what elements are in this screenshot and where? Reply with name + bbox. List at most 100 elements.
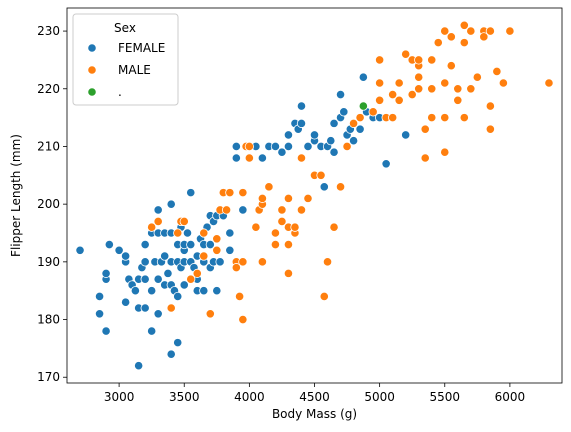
data-point-2-75	[440, 78, 450, 88]
x-tick-label: 4000	[234, 390, 265, 404]
data-point-2-12	[212, 245, 222, 255]
data-point-2-96	[459, 20, 469, 30]
legend-marker-2	[87, 65, 97, 75]
data-point-2-1	[147, 222, 157, 232]
data-point-2-6	[179, 216, 189, 227]
data-point-2-81	[459, 38, 469, 48]
data-point-2-21	[238, 314, 248, 325]
legend-entries: FEMALE MALE.	[87, 41, 165, 99]
data-point-1-1	[75, 245, 85, 255]
data-point-2-77	[446, 32, 456, 42]
data-point-2-22	[238, 257, 248, 267]
y-tick-label: 170	[37, 370, 60, 384]
data-point-1-24	[147, 326, 157, 336]
data-point-2-90	[498, 78, 508, 88]
data-point-1-92	[309, 130, 320, 140]
data-point-2-97	[394, 95, 404, 105]
x-axis-ticks: 3000 3500 4000 4500 5000 5500 6000	[104, 383, 525, 404]
data-point-1-20	[140, 257, 150, 267]
data-point-1-11	[121, 297, 131, 307]
data-point-1-96	[326, 136, 336, 146]
data-point-2-48	[329, 222, 339, 232]
data-point-2-69	[427, 113, 437, 123]
legend: Sex FEMALE MALE.	[72, 13, 179, 106]
data-point-2-93	[485, 26, 495, 36]
data-point-2-99	[238, 188, 248, 198]
data-point-2-25	[244, 141, 254, 152]
data-point-1-71	[212, 286, 222, 296]
data-point-2-58	[388, 113, 398, 123]
data-point-2-49	[335, 182, 346, 192]
data-point-2-67	[420, 153, 430, 163]
data-point-2-55	[375, 95, 385, 105]
data-point-2-88	[485, 101, 495, 111]
legend-marker-1	[87, 43, 97, 53]
legend-label-3: .	[118, 85, 122, 99]
data-point-1-80	[257, 153, 267, 163]
data-point-2-16	[221, 205, 232, 215]
data-point-1-89	[296, 101, 307, 111]
data-point-1-105	[355, 124, 365, 134]
data-point-2-8	[192, 268, 202, 278]
y-tick-label: 190	[37, 255, 60, 269]
data-point-1-78	[238, 205, 248, 215]
data-point-2-71	[427, 55, 437, 65]
x-tick-label: 4500	[299, 390, 330, 404]
data-point-1-82	[270, 141, 281, 152]
data-point-1-6	[101, 268, 111, 278]
data-point-2-31	[270, 228, 281, 238]
data-point-2-92	[544, 78, 554, 88]
data-point-2-72	[433, 38, 443, 48]
data-point-1-77	[231, 141, 241, 152]
y-tick-label: 220	[37, 82, 60, 96]
data-point-1-88	[296, 118, 307, 128]
x-tick-label: 5000	[364, 390, 395, 404]
data-point-1-67	[205, 239, 215, 250]
data-point-2-70	[427, 84, 437, 94]
data-point-2-84	[472, 72, 482, 82]
data-point-2-9	[199, 228, 209, 238]
data-point-2-47	[322, 257, 333, 267]
data-point-2-51	[342, 141, 352, 152]
data-point-2-50	[257, 257, 267, 267]
data-point-2-64	[414, 84, 424, 94]
data-point-1-52	[182, 228, 193, 238]
data-point-2-53	[355, 113, 365, 123]
data-point-2-78	[453, 95, 463, 105]
data-point-1-75	[225, 228, 235, 238]
data-point-1-10	[121, 251, 131, 261]
data-point-2-56	[375, 78, 385, 88]
data-point-2-94	[414, 55, 424, 65]
data-point-1-43	[173, 291, 183, 302]
data-point-2-62	[407, 89, 417, 100]
data-point-1-36	[166, 199, 176, 209]
data-point-2-82	[466, 26, 476, 36]
data-point-1-62	[199, 286, 209, 296]
data-point-1-85	[283, 141, 294, 152]
data-point-2-87	[485, 124, 495, 134]
data-point-2-36	[283, 239, 294, 250]
data-point-2-29	[257, 193, 267, 203]
data-point-2-60	[394, 78, 404, 88]
data-point-2-20	[235, 291, 245, 302]
data-point-1-74	[225, 245, 235, 255]
legend-label-2: MALE	[118, 63, 151, 77]
data-point-1-98	[329, 147, 339, 157]
data-point-1-35	[163, 268, 173, 278]
data-point-1-90	[303, 141, 313, 152]
data-point-1-19	[140, 303, 150, 313]
data-point-2-3	[166, 303, 176, 313]
legend-title: Sex	[114, 21, 136, 35]
x-axis-label: Body Mass (g)	[272, 407, 357, 421]
data-point-1-7	[104, 239, 114, 250]
y-axis-label: Flipper Length (mm)	[9, 134, 23, 257]
data-point-1-100	[339, 107, 349, 117]
data-point-2-83	[466, 84, 476, 94]
data-point-1-112	[401, 130, 411, 140]
data-point-1-4	[101, 326, 111, 336]
data-point-2-79	[453, 84, 463, 94]
legend-box	[72, 13, 179, 106]
legend-label-1: FEMALE	[118, 41, 165, 55]
data-point-2-39	[283, 193, 294, 203]
